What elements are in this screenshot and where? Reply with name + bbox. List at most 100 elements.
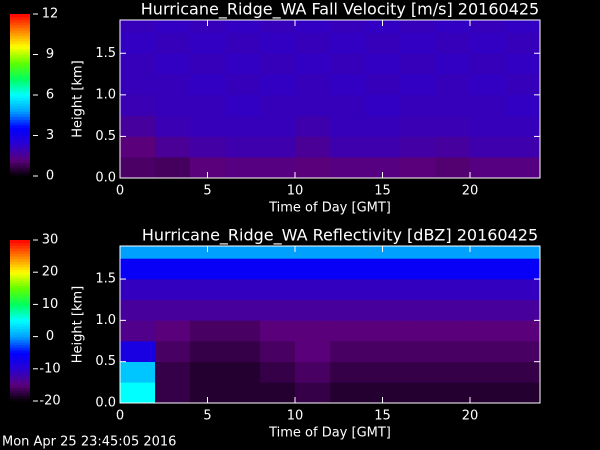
colorbar-tick-label: 12	[42, 7, 59, 22]
heatmap-cell	[295, 53, 331, 75]
colorbar-step	[10, 280, 30, 284]
heatmap-cell	[225, 136, 261, 158]
colorbar-step	[10, 81, 30, 85]
heatmap-cell	[435, 246, 471, 259]
heatmap-cell	[365, 20, 401, 33]
heatmap-cell	[330, 20, 366, 33]
y-tick-label: 1.0	[95, 313, 116, 328]
colorbar-step	[10, 135, 30, 139]
colorbar-tick-label: 9	[46, 47, 54, 62]
heatmap-cell	[260, 157, 296, 179]
heatmap-cell	[330, 136, 366, 158]
heatmap-cell	[505, 53, 541, 75]
colorbar-step	[10, 304, 30, 308]
heatmap-cell	[225, 53, 261, 75]
heatmap-cell	[260, 53, 296, 75]
heatmap-cell	[505, 136, 541, 158]
colorbar-step	[10, 84, 30, 88]
heatmap-cell	[330, 246, 366, 259]
colorbar-step	[10, 154, 30, 158]
heatmap-cell	[505, 157, 541, 179]
heatmap-cell	[155, 382, 191, 404]
heatmap-cell	[120, 74, 156, 96]
heatmap-cell	[190, 246, 226, 259]
colorbar-step	[10, 49, 30, 53]
heatmap-cell	[190, 320, 226, 342]
heatmap-cell	[470, 299, 506, 321]
colorbar-step	[10, 333, 30, 338]
colorbar-step	[10, 162, 30, 166]
heatmap-cell	[120, 258, 156, 280]
colorbar-step	[10, 95, 30, 99]
heatmap-cell	[400, 94, 436, 116]
colorbar-step	[10, 341, 30, 346]
colorbar-tick-label: 20	[42, 265, 59, 280]
colorbar-step	[10, 165, 30, 169]
colorbar-step	[10, 339, 30, 343]
colorbar-step	[10, 253, 30, 257]
heatmap-cell	[260, 94, 296, 116]
heatmap-cell	[505, 341, 541, 362]
heatmap-cell	[155, 53, 191, 75]
colorbar-step	[10, 288, 30, 292]
heatmap-cell	[435, 94, 471, 116]
colorbar-step	[10, 62, 30, 66]
colorbar-step	[10, 384, 30, 389]
colorbar-step	[10, 146, 30, 150]
heatmap-cell	[505, 115, 541, 137]
heatmap-cell	[225, 32, 261, 54]
heatmap-cell	[435, 320, 471, 342]
heatmap-cell	[260, 299, 296, 321]
heatmap-cell	[435, 157, 471, 179]
heatmap-cell	[435, 361, 471, 383]
heatmap-cell	[295, 246, 331, 259]
heatmap-cell	[190, 341, 226, 362]
heatmap-cell	[120, 320, 156, 342]
colorbar-step	[10, 285, 30, 289]
heatmap-cell	[400, 20, 436, 33]
colorbar-step	[10, 293, 30, 297]
heatmap-cell	[435, 299, 471, 321]
colorbar-step	[10, 299, 30, 303]
colorbar-step	[10, 108, 30, 112]
heatmap-cell	[190, 32, 226, 54]
colorbar-step	[10, 170, 30, 174]
heatmap-cell	[295, 279, 331, 301]
colorbar-step	[10, 100, 30, 104]
heatmap-cell	[400, 32, 436, 54]
colorbar-step	[10, 105, 30, 109]
heatmap-cell	[190, 94, 226, 116]
heatmap-cell	[400, 136, 436, 158]
colorbar-step	[10, 14, 30, 18]
colorbar-step	[10, 374, 30, 378]
colorbar-step	[10, 19, 30, 23]
heatmap-cell	[400, 361, 436, 383]
heatmap-cell	[155, 320, 191, 342]
heatmap-cell	[190, 20, 226, 33]
heatmap-cell	[155, 246, 191, 259]
heatmap-cell	[470, 136, 506, 158]
heatmap-cell	[435, 20, 471, 33]
colorbar-step	[10, 111, 30, 115]
y-axis-label: Height [km]	[71, 60, 86, 137]
heatmap-cell	[470, 341, 506, 362]
heatmap-cell	[295, 341, 331, 362]
heatmap-cell	[120, 136, 156, 158]
heatmap-cell	[225, 258, 261, 280]
heatmap-cell	[505, 299, 541, 321]
heatmap-cell	[295, 136, 331, 158]
heatmap-cell	[435, 341, 471, 362]
colorbar-step	[10, 86, 30, 91]
heatmap-cell	[470, 157, 506, 179]
heatmap-cell	[365, 258, 401, 280]
heatmap-cell	[470, 115, 506, 137]
heatmap-cell	[330, 32, 366, 54]
colorbar-step	[10, 24, 30, 28]
heatmap-cell	[505, 94, 541, 116]
heatmap-cell	[400, 382, 436, 404]
heatmap-cell	[155, 299, 191, 321]
heatmap-cell	[295, 20, 331, 33]
heatmap-cell	[225, 279, 261, 301]
x-tick-label: 10	[287, 184, 304, 199]
colorbar-step	[10, 301, 30, 305]
